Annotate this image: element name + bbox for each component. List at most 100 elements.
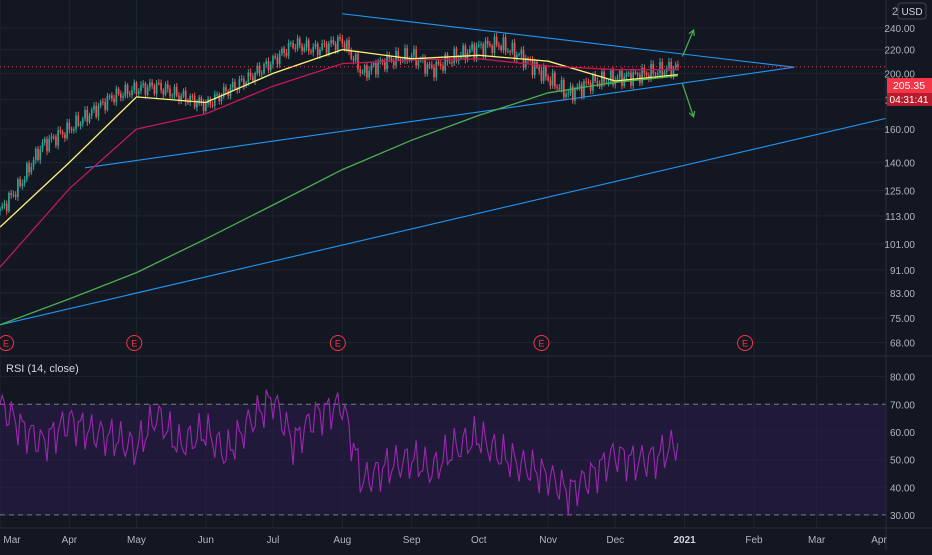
candle [540, 66, 543, 84]
candle-body [263, 63, 265, 74]
candle [213, 90, 216, 110]
candle-body [298, 38, 301, 46]
candle-body [3, 203, 6, 206]
candle [198, 94, 200, 107]
currency-box[interactable] [897, 2, 927, 20]
candle [430, 61, 433, 70]
candle-body [84, 109, 86, 119]
candle [480, 41, 482, 49]
candle [285, 48, 288, 59]
candle-body [111, 95, 113, 99]
candle-body [34, 148, 37, 161]
candle-body [413, 49, 415, 56]
rsi-tick-label: 70.00 [890, 400, 915, 411]
earnings-marker-icon[interactable]: E [329, 335, 346, 351]
candle [636, 71, 639, 79]
candle [155, 80, 158, 98]
candle [41, 139, 44, 153]
candle [211, 101, 214, 109]
candle [301, 43, 303, 55]
candle-body [625, 74, 628, 77]
candle [558, 83, 561, 92]
candle [263, 62, 265, 75]
candle [184, 87, 187, 106]
candle [357, 50, 359, 73]
candle [260, 70, 263, 78]
earnings-marker-icon[interactable]: E [0, 335, 14, 351]
candle-body [314, 43, 317, 47]
candle [585, 77, 588, 87]
candle-body [240, 78, 243, 80]
candle [189, 93, 192, 107]
candle-body [551, 72, 554, 86]
candle-body [524, 58, 527, 68]
rsi-tick-label: 60.00 [890, 428, 915, 439]
candle [113, 94, 115, 106]
candle-body [108, 95, 111, 97]
candle [238, 75, 241, 94]
candle-body [70, 129, 73, 131]
candle-body [328, 43, 330, 54]
candle-body [307, 40, 310, 52]
candle [417, 58, 420, 70]
candle-body [180, 95, 183, 101]
candle [166, 80, 169, 93]
candle-body [86, 109, 89, 122]
earnings-marker-icon[interactable]: E [126, 335, 143, 351]
candle [209, 96, 212, 109]
candle [370, 62, 373, 75]
earnings-marker-circle [737, 335, 754, 351]
candle-body [265, 61, 268, 64]
candle-body [95, 105, 98, 117]
candle [477, 40, 480, 48]
candle [587, 78, 590, 85]
candle [469, 45, 471, 57]
candle [397, 47, 400, 62]
candle-body [469, 49, 471, 53]
candle-body [209, 98, 212, 105]
candle-body [415, 49, 417, 66]
candle-body [627, 72, 630, 75]
candle [90, 107, 93, 120]
time-tick-label: Nov [539, 535, 557, 546]
earnings-marker-icon[interactable]: E [737, 335, 754, 351]
candle [388, 51, 391, 62]
candle-body [404, 48, 406, 61]
candle [66, 118, 68, 141]
candle-body [399, 58, 402, 61]
candle-body [507, 51, 509, 53]
candle-body [191, 95, 194, 97]
candle [533, 58, 536, 79]
candle-body [567, 93, 570, 95]
candle-body [305, 40, 308, 48]
candle [5, 200, 8, 215]
candle [272, 54, 274, 69]
candle-body [8, 192, 10, 212]
candle [281, 46, 283, 56]
trendline [84, 66, 795, 169]
candle [567, 89, 570, 98]
candle [491, 43, 494, 57]
candle [495, 32, 498, 48]
candle-body [574, 89, 576, 101]
candle [17, 177, 19, 201]
candle-body [126, 84, 129, 95]
candle [1, 202, 4, 211]
candle-body [491, 45, 494, 53]
candle [106, 92, 109, 112]
candle [108, 93, 111, 100]
candle [70, 126, 73, 134]
candle [298, 36, 301, 49]
earnings-marker-icon[interactable]: E [533, 335, 550, 351]
candle-body [641, 67, 643, 84]
candle [133, 79, 136, 94]
candle-body [0, 208, 1, 212]
candle-body [433, 67, 435, 78]
candle [267, 57, 270, 74]
candle-body [225, 87, 227, 92]
candle [677, 60, 679, 71]
candle [509, 49, 511, 56]
rsi-legend-label[interactable]: RSI (14, close) [6, 363, 79, 375]
